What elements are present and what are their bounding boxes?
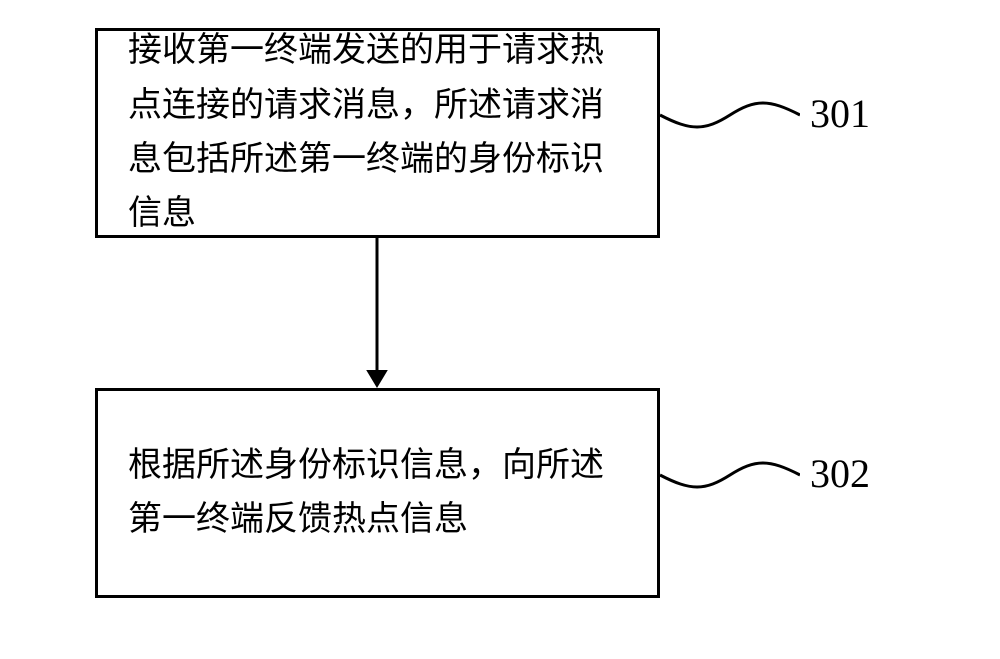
flow-node-text: 根据所述身份标识信息，向所述第一终端反馈热点信息: [128, 439, 627, 548]
flow-node-step1: 接收第一终端发送的用于请求热点连接的请求消息，所述请求消息包括所述第一终端的身份…: [95, 28, 660, 238]
flow-node-step2: 根据所述身份标识信息，向所述第一终端反馈热点信息: [95, 388, 660, 598]
diagram-canvas: 接收第一终端发送的用于请求热点连接的请求消息，所述请求消息包括所述第一终端的身份…: [0, 0, 1000, 659]
label-connector: [660, 451, 800, 499]
step-label-301: 301: [810, 90, 870, 137]
label-connector: [660, 91, 800, 139]
flow-node-text: 接收第一终端发送的用于请求热点连接的请求消息，所述请求消息包括所述第一终端的身份…: [128, 24, 627, 242]
step-label-302: 302: [810, 450, 870, 497]
flow-edge: [355, 238, 399, 388]
